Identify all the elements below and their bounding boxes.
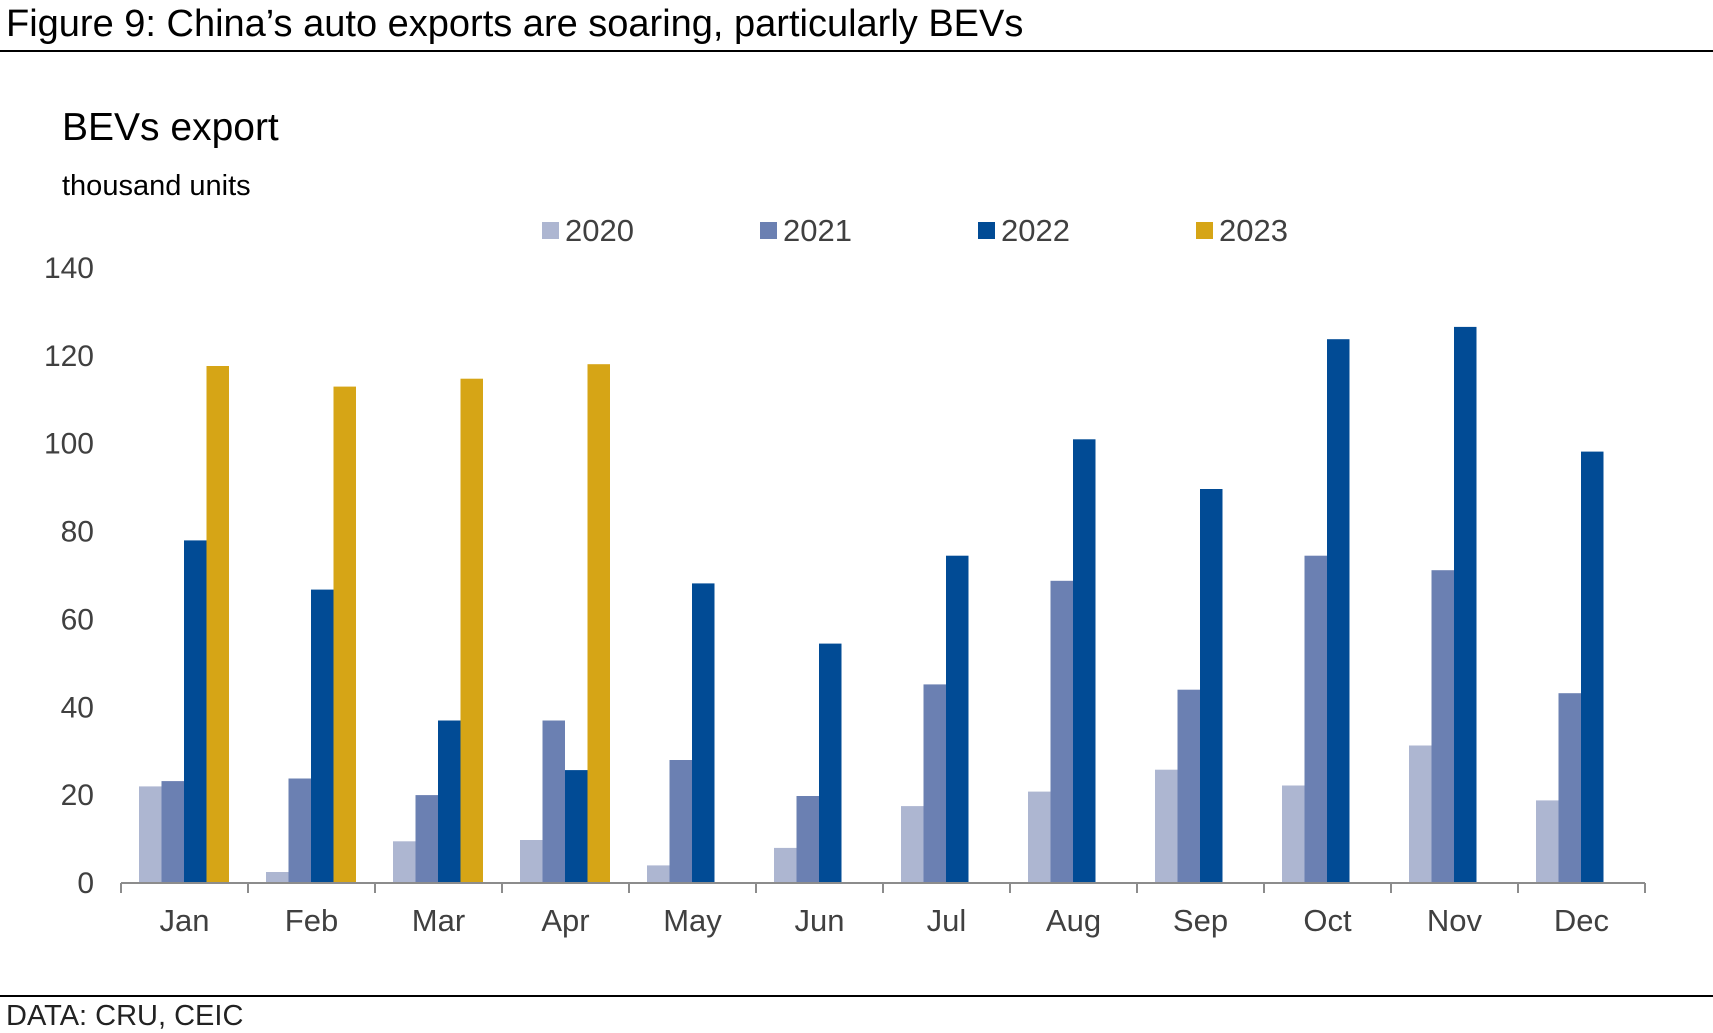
x-tick-label: Dec — [1554, 903, 1609, 938]
bar-2023-feb — [333, 386, 356, 883]
bar-2022-may — [692, 583, 715, 883]
legend-label-2020: 2020 — [565, 213, 634, 248]
x-tick-label: Sep — [1173, 903, 1228, 938]
bar-2023-apr — [587, 364, 610, 883]
bar-2020-apr — [520, 840, 543, 883]
bar-2021-jun — [796, 796, 819, 883]
bar-2022-sep — [1200, 489, 1223, 883]
bar-2022-feb — [311, 589, 334, 883]
legend-swatch-2021 — [760, 222, 777, 239]
y-tick-label: 20 — [61, 779, 94, 812]
legend-label-2022: 2022 — [1001, 213, 1070, 248]
bar-2020-jun — [774, 847, 797, 883]
x-tick-label: Mar — [412, 903, 465, 938]
bar-2022-jun — [819, 643, 842, 883]
x-tick-label: Nov — [1427, 903, 1483, 938]
figure-title: Figure 9: China’s auto exports are soari… — [6, 3, 1024, 45]
bar-2020-jul — [901, 806, 924, 883]
bottom-rule — [0, 995, 1713, 997]
bar-2021-jul — [923, 684, 946, 883]
x-tick-label: May — [663, 903, 722, 938]
bar-2020-may — [647, 865, 670, 883]
y-axis-ticks: 0 20 40 60 80 100 120 140 — [44, 252, 94, 900]
bar-2020-sep — [1155, 769, 1178, 883]
x-tick-label: Feb — [285, 903, 338, 938]
bar-2022-dec — [1581, 451, 1604, 883]
legend-swatch-2022 — [978, 222, 995, 239]
bar-2022-oct — [1327, 339, 1350, 883]
bar-2020-jan — [139, 786, 162, 883]
bars — [139, 326, 1604, 883]
bar-2020-nov — [1409, 745, 1432, 883]
bar-2021-aug — [1050, 580, 1073, 883]
x-tick-label: Jan — [160, 903, 210, 938]
legend-swatch-2020 — [542, 222, 559, 239]
bar-2022-aug — [1073, 439, 1096, 883]
chart-subtitle: thousand units — [62, 170, 251, 202]
bar-2021-mar — [415, 795, 438, 883]
y-tick-label: 0 — [77, 867, 94, 900]
y-tick-label: 100 — [44, 428, 94, 461]
source-note: DATA: CRU, CEIC — [6, 1000, 244, 1032]
bar-2021-dec — [1558, 693, 1581, 883]
bar-2020-mar — [393, 841, 416, 883]
x-axis: Jan Feb Mar Apr May Jun Jul Aug Sep Oct Nov Dec — [120, 882, 1646, 938]
legend-swatch-2023 — [1196, 222, 1213, 239]
bar-chart: BEVs export thousand units 2020 2021 2022 2… — [44, 106, 1646, 938]
bar-2022-mar — [438, 720, 461, 883]
y-tick-label: 40 — [61, 691, 94, 724]
y-tick-label: 120 — [44, 340, 94, 373]
bar-2021-oct — [1304, 555, 1327, 883]
bar-2021-may — [669, 760, 692, 883]
bar-2022-apr — [565, 770, 588, 883]
y-tick-label: 140 — [44, 252, 94, 285]
legend-label-2023: 2023 — [1219, 213, 1288, 248]
x-tick-label: Jul — [927, 903, 967, 938]
bar-2020-dec — [1536, 800, 1559, 883]
bar-2022-jan — [184, 540, 207, 883]
bar-2021-apr — [542, 720, 565, 883]
legend: 2020 2021 2022 2023 — [542, 213, 1288, 248]
chart-title: BEVs export — [62, 106, 279, 149]
legend-label-2021: 2021 — [783, 213, 852, 248]
bar-2021-jan — [161, 781, 184, 883]
x-tick-label: Jun — [795, 903, 845, 938]
top-rule — [0, 50, 1713, 52]
x-tick-label: Oct — [1303, 903, 1352, 938]
bar-2020-feb — [266, 872, 289, 883]
bar-2021-feb — [288, 778, 311, 883]
bar-2020-oct — [1282, 785, 1305, 883]
x-tick-label: Aug — [1046, 903, 1101, 938]
bar-2021-sep — [1177, 689, 1200, 883]
bar-2023-jan — [206, 366, 229, 883]
bar-2020-aug — [1028, 791, 1051, 883]
bar-2021-nov — [1431, 570, 1454, 883]
bar-2022-nov — [1454, 326, 1477, 883]
x-tick-label: Apr — [541, 903, 589, 938]
y-tick-label: 60 — [61, 603, 94, 636]
y-tick-label: 80 — [61, 516, 94, 549]
bar-2022-jul — [946, 555, 969, 883]
bar-2023-mar — [460, 378, 483, 883]
